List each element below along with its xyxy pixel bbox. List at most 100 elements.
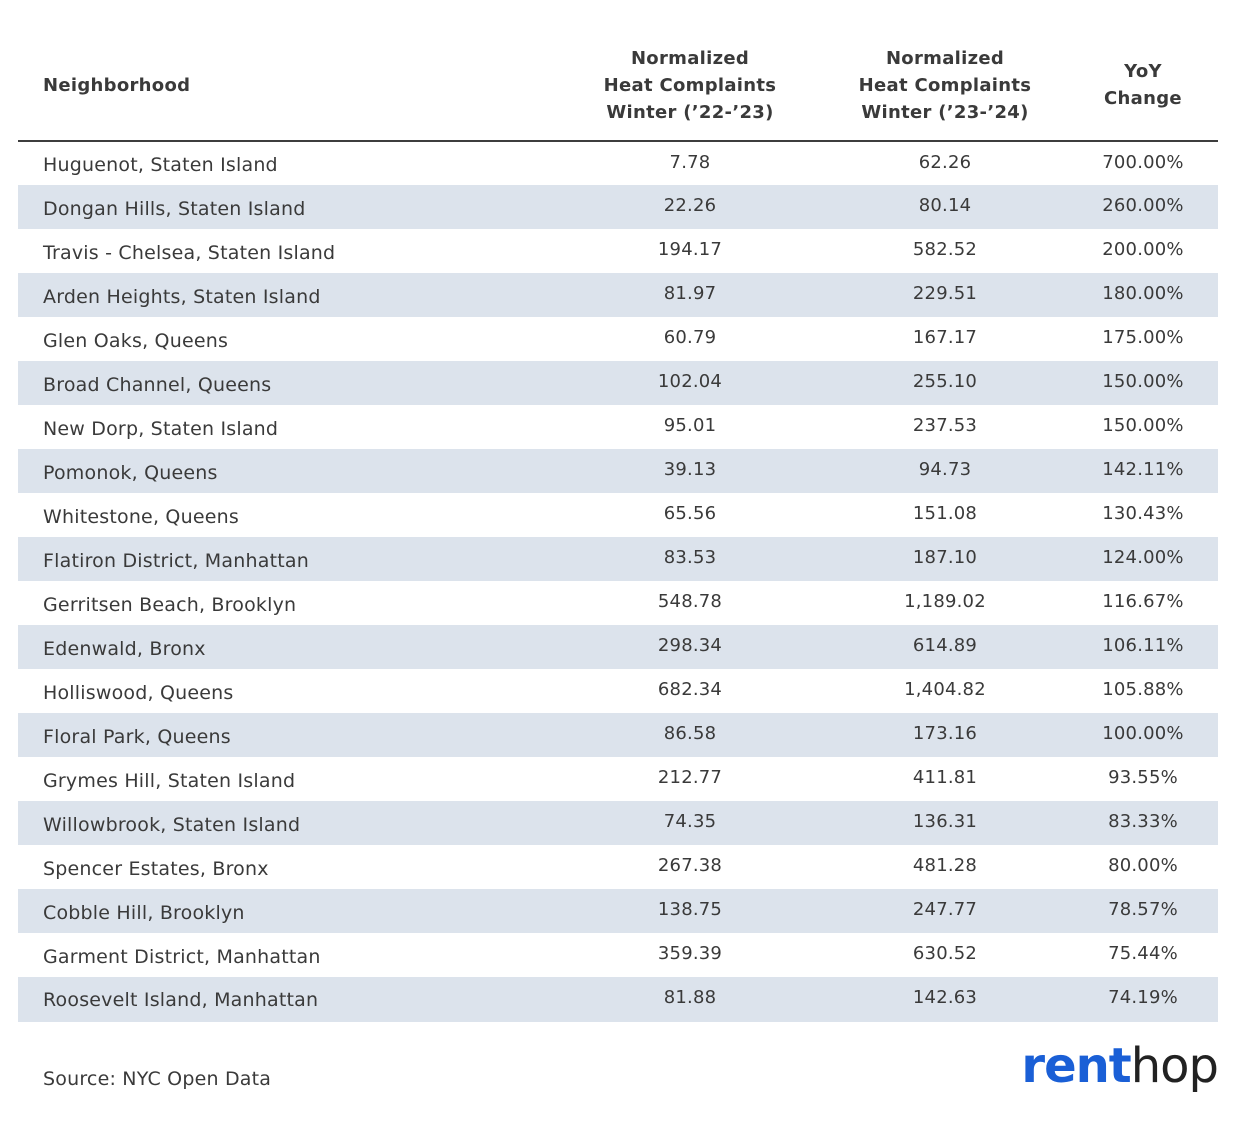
cell-winter-22-23: 138.75 [657,899,723,920]
cell-yoy-change: 130.43% [1102,503,1184,524]
cell-winter-23-24: 80.14 [918,195,972,216]
cell-neighborhood: Edenwald, Bronx [43,637,206,660]
cell-winter-23-24: 167.17 [912,327,978,348]
table-row: Spencer Estates, Bronx 267.38 481.28 80.00% [18,845,1218,889]
cell-yoy-change: 175.00% [1102,327,1184,348]
table-row: Holliswood, Queens 682.34 1,404.82 105.88% [18,669,1218,713]
cell-winter-22-23: 74.35 [663,811,717,832]
cell-winter-23-24: 151.08 [912,503,978,524]
cell-yoy-change: 74.19% [1108,986,1178,1008]
table-row: Glen Oaks, Queens 60.79 167.17 175.00% [18,317,1218,361]
cell-yoy-change: 150.00% [1102,371,1184,392]
cell-yoy-change: 78.57% [1108,899,1178,920]
cell-neighborhood: Glen Oaks, Queens [43,329,229,352]
logo-rent: rent [1021,1038,1131,1094]
header-winter-22-23-line1: Normalized [630,47,750,69]
cell-winter-22-23: 359.39 [657,943,723,964]
cell-neighborhood: Whitestone, Queens [43,505,239,528]
cell-winter-22-23: 267.38 [657,855,723,876]
cell-winter-22-23: 102.04 [657,371,723,392]
header-winter-23-24: Normalized Heat Complaints Winter (’23-’… [822,30,1068,142]
renthop-logo: renthop [1021,1042,1219,1090]
cell-winter-22-23: 39.13 [663,459,717,480]
table-row: Willowbrook, Staten Island 74.35 136.31 83.… [18,801,1218,845]
table-row: Edenwald, Bronx 298.34 614.89 106.11% [18,625,1218,669]
cell-winter-22-23: 682.34 [657,679,723,700]
cell-winter-23-24: 237.53 [912,415,978,436]
cell-yoy-change: 142.11% [1102,459,1184,480]
cell-neighborhood: Arden Heights, Staten Island [43,285,321,308]
heat-complaints-table: Neighborhood Normalized Heat Complaints … [18,30,1218,1022]
cell-yoy-change: 80.00% [1108,855,1178,876]
table-row: Cobble Hill, Brooklyn 138.75 247.77 78.57% [18,889,1218,933]
cell-winter-23-24: 173.16 [912,723,978,744]
header-neighborhood: Neighborhood [18,30,558,142]
table-row: Broad Channel, Queens 102.04 255.10 150.00% [18,361,1218,405]
cell-winter-22-23: 81.97 [663,283,717,304]
source-note: Source: NYC Open Data [43,1068,272,1090]
cell-neighborhood: Cobble Hill, Brooklyn [43,901,245,924]
cell-winter-23-24: 255.10 [912,371,978,392]
cell-neighborhood: Garment District, Manhattan [43,945,321,968]
cell-neighborhood: Dongan Hills, Staten Island [43,197,306,220]
cell-yoy-change: 106.11% [1102,635,1184,656]
table-row: Travis - Chelsea, Staten Island 194.17 582… [18,229,1218,273]
cell-neighborhood: Floral Park, Queens [43,725,231,748]
cell-winter-23-24: 229.51 [912,283,978,304]
cell-neighborhood: Travis - Chelsea, Staten Island [43,241,336,264]
header-winter-22-23-line2: Heat Complaints [603,74,777,96]
table-row: Roosevelt Island, Manhattan 81.88 142.63 74… [18,977,1218,1021]
header-row: Neighborhood Normalized Heat Complaints … [18,30,1218,142]
cell-winter-22-23: 548.78 [657,591,723,612]
table-row: Dongan Hills, Staten Island 22.26 80.14 260… [18,185,1218,229]
cell-winter-22-23: 7.78 [669,151,711,173]
cell-neighborhood: Broad Channel, Queens [43,373,272,396]
cell-winter-23-24: 187.10 [912,547,978,568]
header-winter-23-24-line1: Normalized [885,47,1005,69]
cell-yoy-change: 75.44% [1108,943,1178,964]
table-row: Floral Park, Queens 86.58 173.16 100.00% [18,713,1218,757]
cell-neighborhood: Huguenot, Staten Island [43,154,278,176]
table-row: Flatiron District, Manhattan 83.53 187.10 1… [18,537,1218,581]
cell-winter-22-23: 81.88 [663,986,717,1008]
cell-winter-23-24: 1,189.02 [904,591,986,612]
cell-yoy-change: 100.00% [1102,723,1184,744]
header-neighborhood-label: Neighborhood [43,74,191,96]
cell-winter-23-24: 247.77 [912,899,978,920]
cell-yoy-change: 105.88% [1102,679,1184,700]
table-row: Grymes Hill, Staten Island 212.77 411.81 93… [18,757,1218,801]
header-yoy-line1: YoY [1124,61,1162,82]
cell-neighborhood: Gerritsen Beach, Brooklyn [43,593,297,616]
cell-winter-23-24: 630.52 [912,943,978,964]
header-winter-22-23: Normalized Heat Complaints Winter (’22-’… [558,30,822,142]
cell-yoy-change: 124.00% [1102,547,1184,568]
cell-neighborhood: Roosevelt Island, Manhattan [43,989,319,1011]
cell-yoy-change: 116.67% [1102,591,1184,612]
cell-yoy-change: 700.00% [1102,151,1184,173]
cell-neighborhood: Willowbrook, Staten Island [43,813,301,836]
table-row: Garment District, Manhattan 359.39 630.52 7… [18,933,1218,977]
cell-yoy-change: 83.33% [1108,811,1178,832]
cell-winter-23-24: 411.81 [912,767,978,788]
header-winter-22-23-line3: Winter (’22-’23) [606,101,774,123]
cell-neighborhood: Grymes Hill, Staten Island [43,769,296,792]
table-row: Huguenot, Staten Island 7.78 62.26 700.00% [18,141,1218,185]
cell-winter-23-24: 614.89 [912,635,978,656]
cell-winter-23-24: 481.28 [912,855,978,876]
table-header: Neighborhood Normalized Heat Complaints … [18,30,1218,142]
cell-yoy-change: 93.55% [1108,767,1178,788]
cell-winter-23-24: 142.63 [912,986,978,1008]
cell-yoy-change: 260.00% [1102,195,1184,216]
cell-neighborhood: New Dorp, Staten Island [43,417,279,440]
cell-winter-22-23: 22.26 [663,195,717,216]
cell-winter-22-23: 212.77 [657,767,723,788]
cell-neighborhood: Spencer Estates, Bronx [43,857,269,880]
cell-winter-23-24: 1,404.82 [904,679,986,700]
cell-yoy-change: 200.00% [1102,239,1184,260]
cell-winter-22-23: 298.34 [657,635,723,656]
cell-winter-22-23: 65.56 [663,503,717,524]
header-winter-23-24-line2: Heat Complaints [858,74,1032,96]
table-row: Whitestone, Queens 65.56 151.08 130.43% [18,493,1218,537]
cell-winter-22-23: 86.58 [663,723,717,744]
table-row: Gerritsen Beach, Brooklyn 548.78 1,189.02 1… [18,581,1218,625]
